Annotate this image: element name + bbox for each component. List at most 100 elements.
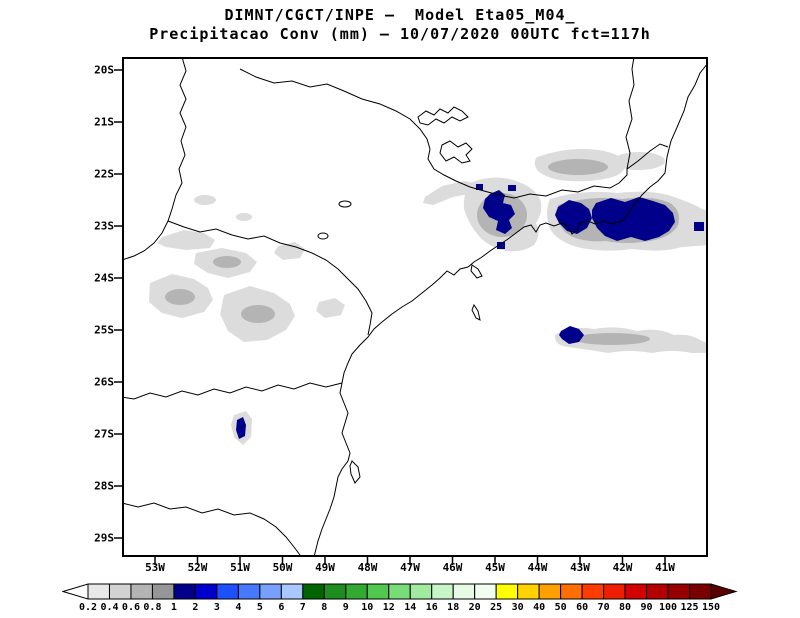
precip-blob-medium <box>574 333 650 345</box>
colorbar-segment <box>603 583 626 600</box>
colorbar-segment <box>108 583 132 600</box>
precip-blob-light <box>157 230 215 250</box>
colorbar-segment <box>151 583 175 600</box>
colorbar-tick-label-100: 100 <box>659 602 678 613</box>
colorbar-tick-label-40: 40 <box>533 602 546 613</box>
lat-label-24s: 24S <box>94 271 114 285</box>
colorbar-segment <box>280 583 304 600</box>
colorbar-segment <box>431 583 454 600</box>
colorbar-tick-label-125: 125 <box>680 602 699 613</box>
precip-blob-medium <box>548 159 608 175</box>
precip-blob-medium <box>213 256 241 268</box>
colorbar-tick-label-90: 90 <box>640 602 653 613</box>
colorbar-tick-label-1: 1 <box>170 602 177 613</box>
lon-label-52w: 52W <box>187 561 208 574</box>
lat-label-29s: 29S <box>94 531 114 545</box>
colorbar-segment <box>259 583 282 600</box>
precip-blob-heavy <box>555 200 592 234</box>
lat-label-21s: 21S <box>94 115 114 129</box>
precip-blob-heavy <box>559 326 584 344</box>
lon-label-41w: 41W <box>655 561 675 574</box>
lat-label-26s: 26S <box>94 375 114 389</box>
colorbar-segment <box>173 583 196 600</box>
colorbar-segment <box>237 583 261 600</box>
colorbar-segment <box>323 583 347 600</box>
colorbar-tick-label-14: 14 <box>404 602 417 613</box>
colorbar-segment <box>87 583 110 600</box>
lakes <box>317 106 473 240</box>
precip-blob-light <box>613 152 665 170</box>
precip-blob-light <box>236 213 252 221</box>
colorbar-segment <box>345 583 368 600</box>
colorbar-segment <box>689 583 712 600</box>
lat-label-20s: 20S <box>94 63 114 77</box>
precip-blob-heavy <box>483 190 515 234</box>
colorbar-arrow-right <box>710 583 738 600</box>
precip-blob-heavy <box>236 417 246 439</box>
map-frame-border <box>122 57 708 557</box>
coastline-path <box>313 62 709 558</box>
precip-blob-light <box>194 195 216 205</box>
axis-ticks <box>114 69 666 565</box>
lon-label-46w: 46W <box>442 561 463 574</box>
colorbar-tick-label-0.2: 0.2 <box>78 602 98 613</box>
precip-blob-light <box>316 298 345 318</box>
colorbar-segment <box>366 583 390 600</box>
colorbar-segment <box>538 583 562 600</box>
colorbar-tick-label-5: 5 <box>256 602 263 613</box>
sp-pr-border <box>167 220 373 336</box>
island-outline <box>349 460 361 484</box>
lat-label-28s: 28S <box>94 479 114 493</box>
lon-label-48w: 48W <box>357 561 378 574</box>
precip-blob-medium <box>165 289 195 305</box>
colorbar-tick-label-80: 80 <box>619 602 632 613</box>
map-svg <box>114 56 709 565</box>
colorbar-tick-label-150: 150 <box>701 602 721 613</box>
colorbar-tick-label-0.4: 0.4 <box>100 602 119 613</box>
mg-es-border <box>625 56 635 170</box>
lon-label-49w: 49W <box>315 561 335 574</box>
lon-label-53w: 53W <box>145 561 165 574</box>
precip-blob-light <box>274 242 305 260</box>
colorbar-tick-label-30: 30 <box>511 602 524 613</box>
colorbar-tick-label-10: 10 <box>361 602 374 613</box>
colorbar-tick-label-50: 50 <box>554 602 567 613</box>
colorbar-segment <box>624 583 648 600</box>
colorbar-tick-label-60: 60 <box>576 602 589 613</box>
precip-blob-light <box>423 181 480 205</box>
colorbar-segment <box>646 583 669 600</box>
lat-label-23s: 23S <box>94 219 114 233</box>
colorbar-tick-label-0.8: 0.8 <box>143 602 162 613</box>
lon-label-47w: 47W <box>400 561 420 574</box>
colorbar-segment <box>495 583 519 600</box>
precip-blob-medium <box>241 305 275 323</box>
colorbar-segment <box>581 583 605 600</box>
reservoir-outline <box>417 106 469 126</box>
colorbar-segment <box>517 583 540 600</box>
colorbar-segment <box>474 583 497 600</box>
lon-label-43w: 43W <box>570 561 590 574</box>
lat-label-22s: 22S <box>94 167 114 181</box>
colorbar-tick-label-8: 8 <box>321 602 328 613</box>
reservoir-outline <box>317 232 329 240</box>
lon-label-51w: 51W <box>230 561 250 574</box>
colorbar-tick-label-3: 3 <box>213 602 220 613</box>
colorbar-tick-label-7: 7 <box>299 602 306 613</box>
colorbar-tick-label-18: 18 <box>447 602 460 613</box>
plot-title-line1: DIMNT/CGCT/INPE — Model Eta05_M04_ <box>224 6 576 24</box>
lat-label-25s: 25S <box>94 323 114 337</box>
colorbar-segment <box>409 583 433 600</box>
precipitation-shading <box>149 149 708 445</box>
colorbar-tick-label-9: 9 <box>342 602 349 613</box>
parana-river-border <box>121 56 187 261</box>
colorbar-tick-label-25: 25 <box>490 602 503 613</box>
reservoir-outline <box>439 140 473 164</box>
state-borders <box>121 56 669 556</box>
precip-blob-heavy <box>694 222 704 231</box>
coastline <box>313 62 709 558</box>
colorbar-segment <box>667 583 691 600</box>
rj-es-border <box>626 143 669 170</box>
colorbar-tick-label-0.6: 0.6 <box>121 602 140 613</box>
precip-blob-heavy <box>476 184 483 190</box>
colorbar-segment <box>130 583 153 600</box>
